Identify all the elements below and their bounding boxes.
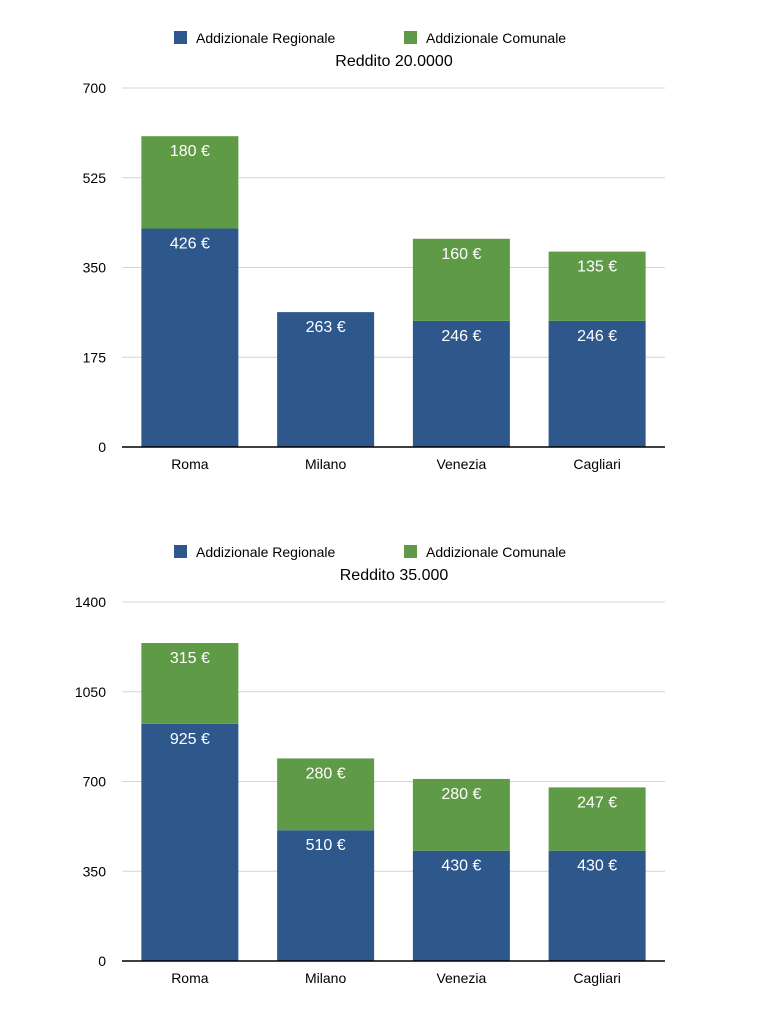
y-tick-label: 350 <box>83 863 107 879</box>
data-label: 246 € <box>577 328 617 345</box>
data-label: 315 € <box>170 650 210 667</box>
x-tick-label: Cagliari <box>573 970 620 986</box>
y-tick-label: 700 <box>83 80 107 96</box>
y-tick-label: 0 <box>98 953 106 969</box>
chart-title: Reddito 35.000 <box>340 567 449 584</box>
bar-segment <box>412 320 510 447</box>
x-tick-label: Venezia <box>436 970 486 986</box>
bar-segment <box>412 850 510 961</box>
bar-segment <box>548 320 646 447</box>
legend-label: Addizionale Comunale <box>426 30 566 46</box>
y-tick-label: 175 <box>83 349 107 365</box>
bar-segment <box>412 778 510 851</box>
y-tick-label: 700 <box>83 774 107 790</box>
legend-label: Addizionale Regionale <box>196 30 336 46</box>
legend-label: Addizionale Comunale <box>426 544 566 560</box>
x-tick-label: Cagliari <box>573 456 620 472</box>
data-label: 247 € <box>577 794 617 811</box>
bar-segment <box>277 312 375 447</box>
bar-segment <box>548 251 646 321</box>
legend-swatch <box>174 31 187 44</box>
bar-segment <box>277 758 375 831</box>
bar-segment <box>141 228 239 447</box>
x-tick-label: Roma <box>171 456 209 472</box>
data-label: 180 € <box>170 143 210 160</box>
bar-segment <box>141 136 239 229</box>
y-tick-label: 0 <box>98 439 106 455</box>
y-tick-label: 525 <box>83 170 107 186</box>
data-label: 135 € <box>577 259 617 276</box>
legend-label: Addizionale Regionale <box>196 544 336 560</box>
y-tick-label: 1050 <box>75 684 106 700</box>
bar-segment <box>412 238 510 321</box>
y-tick-label: 1400 <box>75 594 106 610</box>
legend-swatch <box>174 545 187 558</box>
legend-swatch <box>404 545 417 558</box>
chart-title: Reddito 20.0000 <box>335 53 453 70</box>
chart-reddito-35000: Addizionale Regionale Addizionale Comunal… <box>0 514 767 1028</box>
x-tick-label: Roma <box>171 970 209 986</box>
data-label: 246 € <box>441 328 481 345</box>
data-label: 430 € <box>577 858 617 875</box>
bar-segment <box>548 787 646 851</box>
y-tick-label: 350 <box>83 260 107 276</box>
bar-segment <box>277 830 375 961</box>
x-tick-label: Milano <box>305 970 346 986</box>
x-tick-label: Venezia <box>436 456 486 472</box>
legend-swatch <box>404 31 417 44</box>
bar-segment <box>141 723 239 961</box>
chart-reddito-20000: Addizionale Regionale Addizionale Comunal… <box>83 30 665 472</box>
chart-svg: Addizionale Regionale Addizionale Comunal… <box>75 544 665 986</box>
data-label: 280 € <box>441 786 481 803</box>
data-label: 280 € <box>306 765 346 782</box>
bar-segment <box>141 643 239 724</box>
data-label: 925 € <box>170 731 210 748</box>
chart-svg: Addizionale Regionale Addizionale Comunal… <box>83 30 665 472</box>
data-label: 426 € <box>170 236 210 253</box>
data-label: 430 € <box>441 858 481 875</box>
x-tick-label: Milano <box>305 456 346 472</box>
data-label: 263 € <box>306 319 346 336</box>
data-label: 510 € <box>306 837 346 854</box>
data-label: 160 € <box>441 246 481 263</box>
bar-segment <box>548 850 646 961</box>
